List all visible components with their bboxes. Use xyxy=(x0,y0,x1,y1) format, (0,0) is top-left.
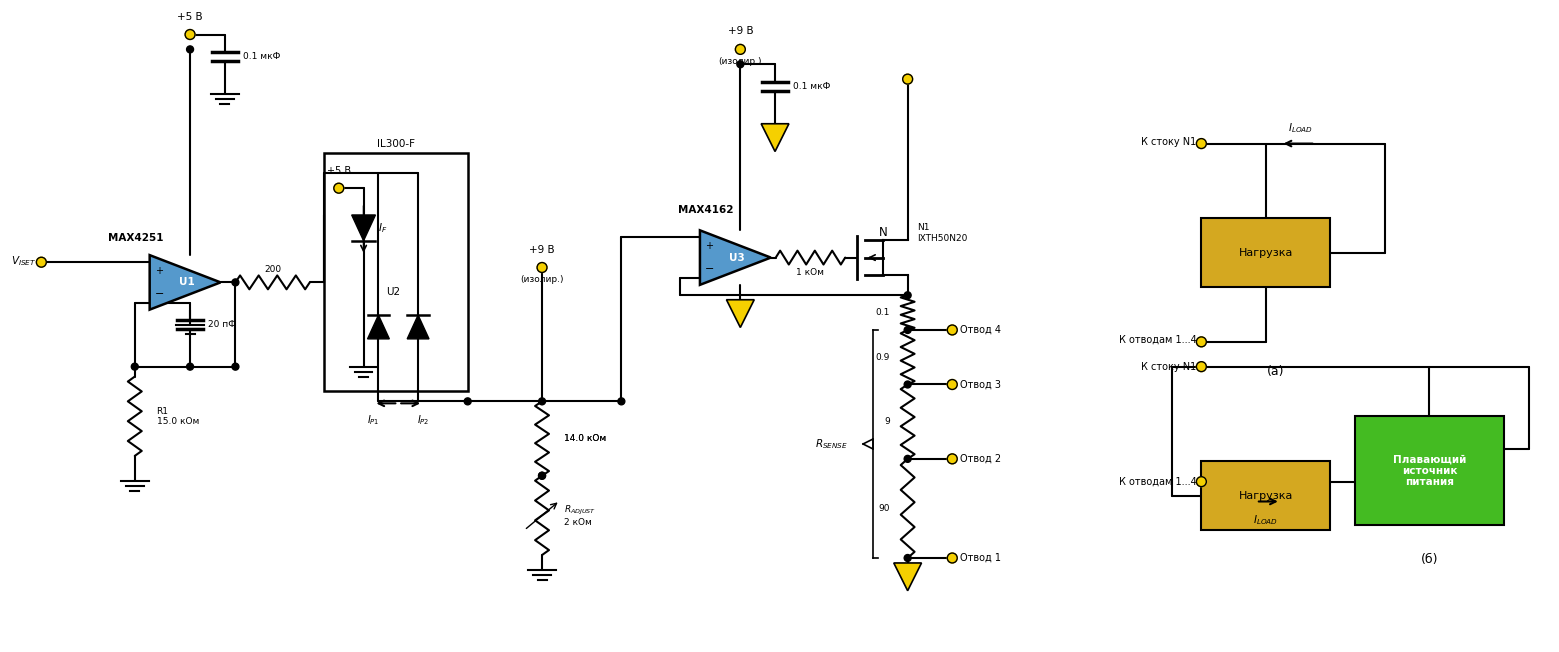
Circle shape xyxy=(948,454,957,464)
Circle shape xyxy=(232,363,239,370)
Text: U1: U1 xyxy=(179,277,195,288)
Text: 0.1 мкФ: 0.1 мкФ xyxy=(243,52,281,61)
Circle shape xyxy=(538,263,547,273)
Text: 200: 200 xyxy=(263,265,281,274)
Text: $V_{ISET}$: $V_{ISET}$ xyxy=(11,254,36,268)
Circle shape xyxy=(948,325,957,335)
Text: MAX4251: MAX4251 xyxy=(108,233,164,243)
Text: Нагрузка: Нагрузка xyxy=(1239,248,1292,258)
Text: +: + xyxy=(705,241,712,251)
Circle shape xyxy=(186,29,195,40)
Circle shape xyxy=(1196,477,1207,486)
Text: U3: U3 xyxy=(730,252,745,263)
Text: $I_{P1}$: $I_{P1}$ xyxy=(368,413,380,427)
Text: +9 В: +9 В xyxy=(728,27,753,37)
Text: U2: U2 xyxy=(387,288,401,297)
Text: 9: 9 xyxy=(884,417,890,426)
Circle shape xyxy=(904,555,910,561)
Text: Отвод 3: Отвод 3 xyxy=(960,379,1001,389)
Polygon shape xyxy=(893,563,921,591)
Text: 14.0 кОм: 14.0 кОм xyxy=(564,434,606,443)
Circle shape xyxy=(1196,362,1207,372)
FancyBboxPatch shape xyxy=(1355,416,1504,526)
Text: 14.0 кОм: 14.0 кОм xyxy=(564,434,606,443)
Text: (а): (а) xyxy=(1267,365,1285,378)
Circle shape xyxy=(1196,337,1207,347)
Text: MAX4162: MAX4162 xyxy=(678,205,733,215)
Text: N: N xyxy=(879,226,887,239)
Text: 0.9: 0.9 xyxy=(876,353,890,362)
Polygon shape xyxy=(368,315,390,339)
Text: К отводам 1...4: К отводам 1...4 xyxy=(1119,477,1196,486)
Text: +5 В: +5 В xyxy=(178,12,203,22)
Text: 0.1: 0.1 xyxy=(876,308,890,317)
Text: $I_{P2}$: $I_{P2}$ xyxy=(416,413,429,427)
Text: IL300-F: IL300-F xyxy=(377,138,415,149)
Text: 20 пФ: 20 пФ xyxy=(207,320,235,329)
Polygon shape xyxy=(726,300,755,327)
Circle shape xyxy=(187,46,193,53)
FancyBboxPatch shape xyxy=(1202,218,1330,288)
Circle shape xyxy=(187,363,193,370)
Text: 0.1 мкФ: 0.1 мкФ xyxy=(794,82,831,91)
Text: −: − xyxy=(705,264,714,274)
Polygon shape xyxy=(352,215,376,241)
Polygon shape xyxy=(761,124,789,151)
Circle shape xyxy=(232,279,239,286)
Text: (изолир.): (изолир.) xyxy=(521,275,564,284)
Circle shape xyxy=(1196,139,1207,149)
Text: N1
IXTH50N20: N1 IXTH50N20 xyxy=(918,223,968,243)
Circle shape xyxy=(334,183,343,193)
Text: −: − xyxy=(154,289,164,299)
Text: К отводам 1...4: К отводам 1...4 xyxy=(1119,335,1196,345)
Circle shape xyxy=(904,292,910,299)
Text: (б): (б) xyxy=(1420,554,1437,567)
Circle shape xyxy=(36,258,47,267)
Text: +5 В: +5 В xyxy=(327,166,351,176)
Polygon shape xyxy=(407,315,429,339)
Text: Нагрузка: Нагрузка xyxy=(1239,490,1292,501)
Text: 90: 90 xyxy=(878,504,890,513)
Polygon shape xyxy=(150,255,220,310)
Circle shape xyxy=(737,61,744,68)
Text: К стоку N1: К стоку N1 xyxy=(1141,362,1196,372)
FancyBboxPatch shape xyxy=(1202,461,1330,530)
Circle shape xyxy=(948,553,957,563)
Circle shape xyxy=(903,74,912,84)
Circle shape xyxy=(736,44,745,54)
Text: Плавающий
источник
питания: Плавающий источник питания xyxy=(1392,454,1465,487)
Circle shape xyxy=(904,381,910,388)
Circle shape xyxy=(538,472,546,479)
Text: $I_F$: $I_F$ xyxy=(379,221,388,235)
Text: +: + xyxy=(154,266,162,276)
Text: (изолир.): (изолир.) xyxy=(719,57,762,67)
Circle shape xyxy=(465,398,471,405)
Text: 1 кОм: 1 кОм xyxy=(797,268,825,277)
Text: +9 В: +9 В xyxy=(529,244,555,255)
Text: R1
15.0 кОм: R1 15.0 кОм xyxy=(156,407,200,426)
Text: К стоку N1: К стоку N1 xyxy=(1141,136,1196,147)
Text: $R_{ADJUST}$
2 кОм: $R_{ADJUST}$ 2 кОм xyxy=(564,503,596,527)
Text: $R_{SENSE}$: $R_{SENSE}$ xyxy=(815,437,848,451)
Text: $I_{LOAD}$: $I_{LOAD}$ xyxy=(1253,513,1278,527)
Text: Отвод 1: Отвод 1 xyxy=(960,553,1001,563)
Circle shape xyxy=(538,472,546,479)
FancyBboxPatch shape xyxy=(324,153,468,391)
Polygon shape xyxy=(700,230,770,285)
Text: Отвод 4: Отвод 4 xyxy=(960,325,1001,335)
Circle shape xyxy=(131,363,139,370)
Circle shape xyxy=(538,398,546,405)
Circle shape xyxy=(904,455,910,462)
Circle shape xyxy=(904,327,910,333)
Circle shape xyxy=(617,398,625,405)
Circle shape xyxy=(948,379,957,389)
Text: $I_{LOAD}$: $I_{LOAD}$ xyxy=(1288,121,1313,135)
Text: Отвод 2: Отвод 2 xyxy=(960,454,1001,464)
